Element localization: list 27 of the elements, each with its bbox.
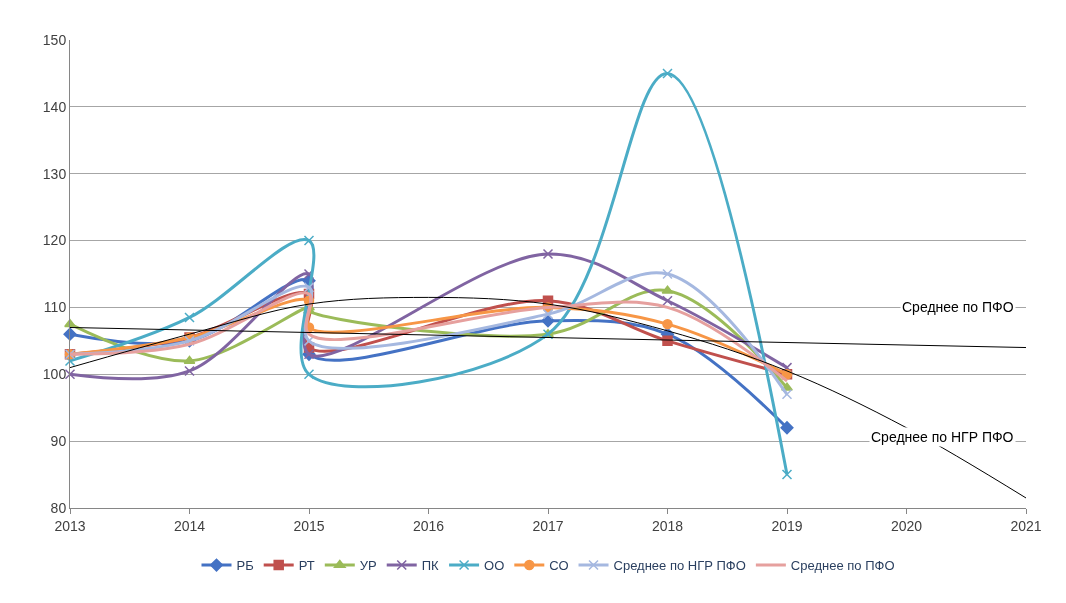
x-tick-label: 2015 — [293, 517, 325, 534]
x-tick-label: 2019 — [771, 517, 803, 534]
x-tick-label: 2014 — [173, 517, 206, 534]
annotation: Среднее по НГР ПФО — [871, 429, 1014, 445]
legend-label: ОО — [484, 558, 505, 574]
x-tick-label: 2021 — [1010, 517, 1042, 534]
legend-label: РБ — [236, 558, 254, 574]
legend-label: Среднее по ПФО — [790, 558, 895, 574]
x-tick-label: 2018 — [651, 517, 684, 534]
y-tick-label: 80 — [50, 499, 67, 516]
y-tick-label: 150 — [42, 31, 67, 48]
y-tick-label: 130 — [42, 165, 67, 182]
annotation: Среднее по ПФО — [902, 299, 1014, 315]
legend-label: ПК — [421, 558, 440, 574]
y-tick-label: 100 — [42, 366, 67, 383]
x-tick-label: 2017 — [532, 517, 564, 534]
legend-label: РТ — [298, 558, 315, 574]
y-tick-label: 110 — [43, 299, 67, 316]
legend-label: Среднее по НГР ПФО — [613, 558, 746, 574]
y-tick-label: 140 — [42, 98, 67, 115]
x-tick-label: 2013 — [54, 517, 86, 534]
y-tick-label: 90 — [50, 433, 67, 450]
x-tick-label: 2020 — [890, 517, 923, 534]
y-tick-label: 120 — [42, 232, 67, 249]
legend-label: СО — [549, 558, 569, 574]
x-tick-label: 2016 — [412, 517, 445, 534]
legend-label: УР — [359, 558, 377, 574]
